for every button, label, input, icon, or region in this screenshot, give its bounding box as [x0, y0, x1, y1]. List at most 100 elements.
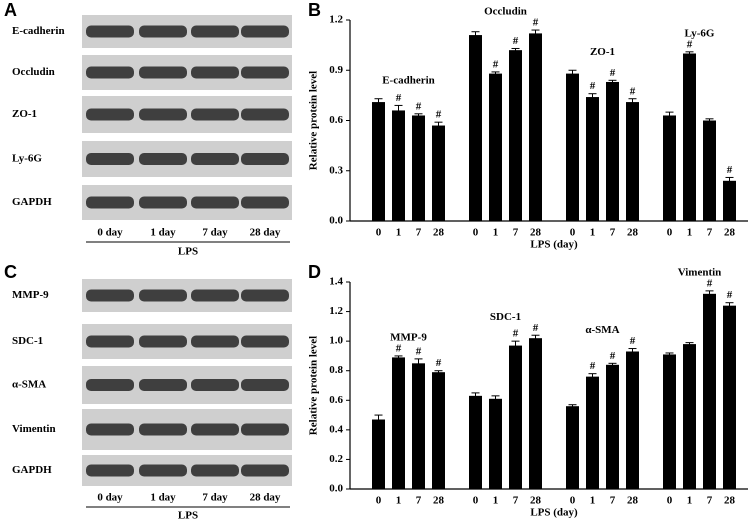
bar: [372, 102, 385, 221]
significance-marker: #: [436, 357, 442, 369]
significance-marker: #: [513, 328, 519, 340]
blot-band: [86, 108, 134, 121]
x-tick-label: 0: [473, 495, 479, 507]
blot-band: [191, 379, 239, 391]
significance-marker: #: [416, 100, 422, 112]
bar: [489, 398, 502, 489]
bar: [432, 125, 445, 221]
bar: [723, 305, 736, 489]
significance-marker: #: [630, 335, 636, 347]
lane-label: 7 day: [202, 492, 228, 504]
panel-label: C: [4, 262, 17, 282]
blot-band: [241, 153, 289, 165]
significance-marker: #: [436, 109, 442, 121]
lane-label: 7 day: [202, 227, 228, 239]
significance-marker: #: [727, 164, 733, 176]
blot-band: [86, 289, 134, 302]
x-tick-label: 7: [610, 227, 616, 239]
x-tick-label: 1: [493, 227, 499, 239]
blot-band: [139, 423, 187, 436]
lane-label: 28 day: [250, 227, 281, 239]
significance-marker: #: [533, 17, 539, 29]
significance-marker: #: [630, 85, 636, 97]
bar: [372, 419, 385, 489]
blot-band: [139, 379, 187, 391]
blot-band: [241, 66, 289, 79]
blot-band: [191, 66, 239, 79]
blot-band: [86, 66, 134, 79]
y-tick-label: 1.2: [329, 14, 343, 26]
bar: [412, 115, 425, 221]
x-tick-label: 1: [590, 495, 596, 507]
significance-marker: #: [513, 35, 519, 47]
x-tick-label: 28: [530, 495, 542, 507]
blot-band: [139, 335, 187, 348]
protein-label: MMP-9: [12, 289, 49, 301]
group-label: SDC-1: [490, 311, 521, 323]
x-tick-label: 0: [570, 495, 576, 507]
blot-band: [241, 335, 289, 348]
bar: [529, 33, 542, 222]
y-tick-label: 1.2: [329, 305, 343, 317]
blot-band: [241, 464, 289, 477]
blot-band: [191, 464, 239, 477]
x-tick-label: 7: [707, 495, 713, 507]
blot-band: [86, 423, 134, 436]
blot-band: [139, 289, 187, 302]
x-tick-label: 0: [473, 227, 479, 239]
lane-label: 1 day: [150, 492, 176, 504]
x-tick-label: 28: [724, 495, 736, 507]
x-tick-label: 7: [513, 227, 519, 239]
protein-label: ZO-1: [12, 108, 37, 120]
x-tick-label: 7: [416, 495, 422, 507]
protein-label: Ly-6G: [12, 153, 42, 165]
bar: [663, 354, 676, 489]
bar: [663, 115, 676, 221]
x-tick-label: 7: [416, 227, 422, 239]
protein-label: SDC-1: [12, 335, 43, 347]
significance-marker: #: [416, 345, 422, 357]
bar: [509, 50, 522, 222]
bar: [703, 293, 716, 489]
bar: [489, 73, 502, 221]
x-tick-label: 0: [570, 227, 576, 239]
blot-band: [191, 423, 239, 436]
blot-band: [139, 196, 187, 209]
bar: [606, 364, 619, 489]
significance-marker: #: [396, 342, 402, 354]
bar: [723, 180, 736, 221]
bar: [586, 376, 599, 489]
bar: [566, 406, 579, 489]
group-label: Occludin: [484, 6, 527, 18]
significance-marker: #: [610, 350, 616, 362]
protein-label: Vimentin: [12, 423, 56, 435]
treatment-label: LPS: [178, 510, 198, 522]
bar: [586, 97, 599, 221]
protein-label: Occludin: [12, 66, 55, 78]
significance-marker: #: [590, 80, 596, 92]
x-tick-label: 28: [433, 495, 445, 507]
blot-band: [241, 196, 289, 209]
blot-band: [139, 464, 187, 477]
x-tick-label: 0: [667, 227, 673, 239]
lane-label: 0 day: [97, 227, 123, 239]
bar: [392, 357, 405, 489]
y-tick-label: 0.4: [329, 423, 343, 435]
blot-band: [191, 153, 239, 165]
y-axis-label: Relative protein level: [308, 71, 320, 170]
protein-label: E-cadherin: [12, 25, 65, 37]
protein-label: α-SMA: [12, 379, 46, 391]
x-tick-label: 1: [590, 227, 596, 239]
bar: [412, 363, 425, 489]
x-tick-label: 1: [687, 227, 693, 239]
blot-band: [139, 153, 187, 165]
blot-band: [86, 25, 134, 38]
blot-band: [191, 196, 239, 209]
blot-band: [241, 379, 289, 391]
bar: [566, 73, 579, 221]
blot-band: [139, 25, 187, 38]
y-tick-label: 0.0: [329, 215, 343, 227]
x-tick-label: 7: [513, 495, 519, 507]
bar: [626, 102, 639, 221]
